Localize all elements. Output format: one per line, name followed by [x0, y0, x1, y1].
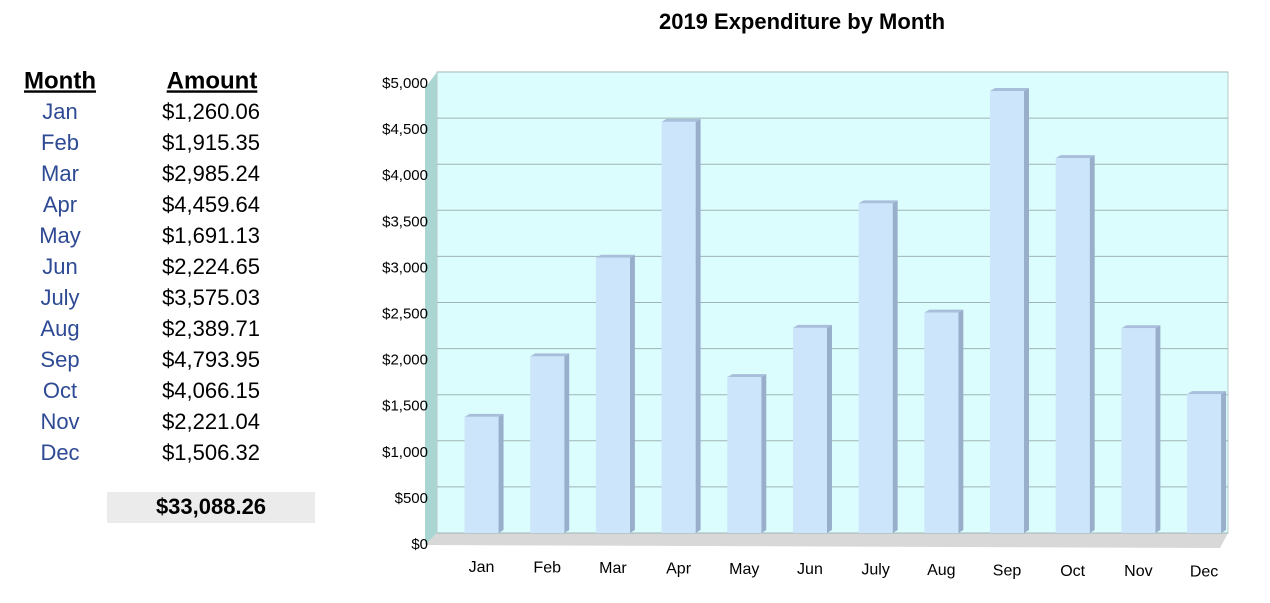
bar-side [1089, 155, 1095, 534]
y-tick-label: $500 [395, 490, 428, 507]
bar-top [792, 324, 832, 328]
month-cell: Apr [43, 192, 77, 217]
y-tick-label: $2,000 [382, 352, 428, 369]
x-tick-label: Dec [1190, 564, 1218, 581]
month-cell: Dec [40, 440, 79, 465]
amount-cell: $3,575.03 [162, 285, 260, 310]
x-tick-label: Jun [797, 561, 823, 578]
amount-cell: $1,506.32 [162, 440, 260, 465]
amount-cell: $2,221.04 [162, 409, 260, 434]
month-cell: Aug [40, 316, 79, 341]
bar-side [761, 374, 767, 533]
amount-cell: $1,260.06 [162, 99, 260, 124]
bar-top [727, 374, 767, 378]
y-tick-label: $3,500 [382, 213, 428, 230]
bar-side [826, 324, 832, 533]
month-cell: Jun [42, 254, 77, 279]
x-tick-label: Jan [469, 559, 495, 576]
amount-cell: $2,224.65 [162, 254, 260, 279]
month-cell: Jan [42, 99, 77, 124]
bar [530, 356, 565, 533]
bar-top [530, 353, 570, 357]
month-cell: July [40, 285, 79, 310]
month-cell: Feb [41, 130, 79, 155]
total: $33,088.26 [156, 494, 266, 519]
month-cell: Nov [40, 409, 79, 434]
bar-side [498, 413, 504, 533]
amount-cell: $4,066.15 [162, 378, 260, 403]
month-cell: May [39, 223, 81, 248]
bar [990, 90, 1025, 534]
bar-top [1121, 325, 1161, 329]
bar-top [990, 87, 1030, 91]
bar-top [1187, 391, 1227, 395]
x-tick-label: Mar [599, 560, 627, 577]
y-tick-label: $0 [411, 536, 428, 553]
x-tick-label: July [861, 562, 889, 579]
total-cell [107, 492, 315, 523]
y-tick-label: $3,000 [382, 259, 428, 276]
bar-top [1055, 155, 1095, 159]
column-header: Month [24, 67, 96, 94]
month-cell: Sep [40, 347, 79, 372]
y-tick-label: $4,500 [382, 121, 428, 138]
chart-title: 2019 Expenditure by Month [659, 9, 945, 34]
bar-top [924, 309, 964, 313]
x-tick-label: Nov [1124, 563, 1152, 580]
bar-side [564, 353, 570, 533]
side-wall [425, 72, 437, 545]
x-tick-label: Aug [927, 562, 955, 579]
bar-side [1221, 391, 1227, 533]
bar [1055, 158, 1090, 534]
bar [595, 257, 630, 533]
amount-cell: $1,915.35 [162, 130, 260, 155]
x-tick-label: Feb [533, 560, 561, 577]
bar [661, 121, 696, 533]
bar-side [892, 200, 898, 533]
x-tick-label: May [729, 561, 759, 578]
bar-side [629, 254, 635, 534]
month-cell: Oct [43, 378, 77, 403]
bar [792, 327, 827, 533]
bar-top [595, 254, 635, 258]
column-header: Amount [167, 67, 258, 94]
y-tick-label: $1,000 [382, 444, 428, 461]
bar-side [958, 309, 964, 533]
y-tick-label: $1,500 [382, 398, 428, 415]
y-tick-label: $2,500 [382, 305, 428, 322]
amount-cell: $4,793.95 [162, 347, 260, 372]
bar-side [695, 118, 701, 533]
bar [924, 312, 959, 533]
amount-cell: $4,459.64 [162, 192, 260, 217]
bar [727, 377, 762, 533]
bar-side [1155, 325, 1161, 533]
x-tick-label: Oct [1060, 563, 1085, 580]
x-tick-label: Apr [666, 560, 692, 577]
month-cell: Mar [41, 161, 79, 186]
x-tick-label: Sep [993, 562, 1022, 579]
amount-cell: $2,389.71 [162, 316, 260, 341]
bar-top [858, 200, 898, 204]
bar-side [1024, 87, 1030, 534]
amount-cell: $2,985.24 [162, 161, 260, 186]
bar-top [464, 413, 504, 417]
amount-cell: $1,691.13 [162, 223, 260, 248]
bar-top [661, 118, 701, 122]
bar [464, 416, 499, 533]
y-tick-label: $4,000 [382, 167, 428, 184]
y-tick-label: $5,000 [382, 75, 428, 92]
bar [1187, 394, 1222, 533]
floor [425, 533, 1228, 548]
bar [1121, 328, 1156, 533]
bar [858, 203, 893, 533]
